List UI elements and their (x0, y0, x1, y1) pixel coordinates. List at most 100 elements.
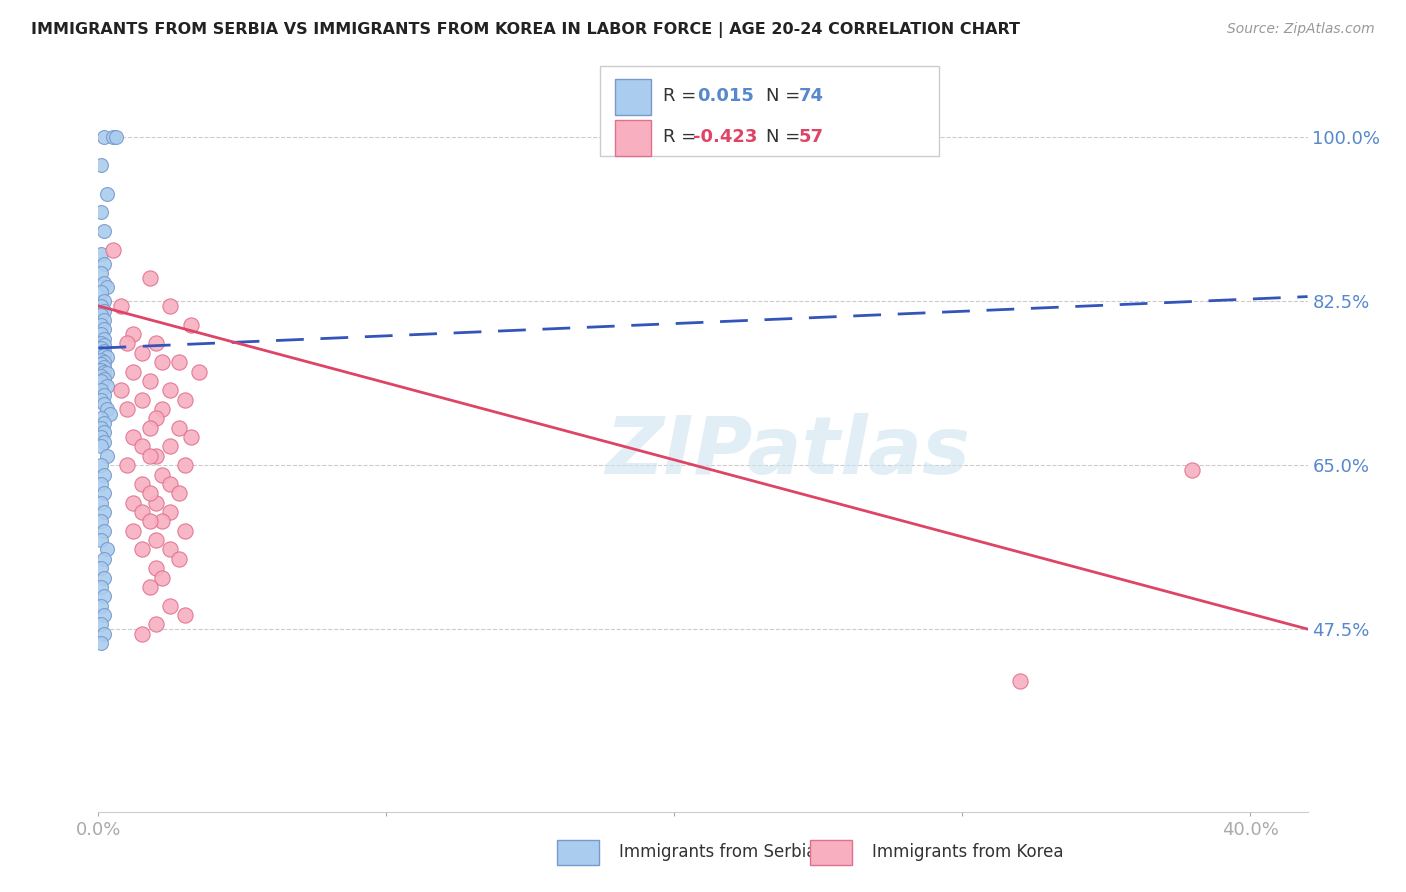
Point (131, 626, 153, 640)
Point (150, 467, 173, 482)
Point (93, 571, 115, 585)
Point (93, 303, 115, 318)
Point (131, 439, 153, 453)
Point (131, 505, 153, 519)
Point (122, 496, 145, 510)
Point (90, 341, 112, 355)
Point (96, 280, 118, 294)
Point (167, 355, 190, 369)
Text: 74: 74 (799, 87, 824, 105)
Point (90, 285, 112, 299)
Point (131, 345, 153, 359)
Point (93, 313, 115, 327)
Point (93, 365, 115, 379)
Point (93, 467, 115, 482)
Text: R =: R = (664, 87, 702, 105)
Point (167, 421, 190, 435)
Point (90, 362, 112, 376)
Point (122, 326, 145, 341)
Bar (614, 120, 651, 156)
Point (93, 505, 115, 519)
Point (93, 434, 115, 449)
Point (90, 421, 112, 435)
Point (90, 247, 112, 261)
Point (96, 449, 118, 463)
Point (93, 355, 115, 369)
Point (159, 384, 181, 398)
Point (90, 599, 112, 613)
Point (115, 336, 138, 351)
Point (90, 580, 112, 594)
Text: Immigrants from Serbia: Immigrants from Serbia (619, 843, 815, 861)
Point (96, 186, 118, 201)
Point (180, 318, 202, 332)
Point (122, 365, 145, 379)
Point (93, 590, 115, 604)
Point (93, 343, 115, 358)
Text: ZIPatlas: ZIPatlas (605, 413, 970, 491)
Point (167, 551, 190, 566)
Point (145, 533, 167, 547)
Point (96, 378, 118, 392)
Point (139, 449, 162, 463)
Point (90, 476, 112, 491)
Point (145, 336, 167, 351)
Text: 0.015: 0.015 (697, 87, 754, 105)
Text: 57: 57 (799, 128, 824, 146)
Point (93, 486, 115, 500)
Point (93, 130, 115, 145)
Bar (557, 840, 599, 865)
Point (90, 369, 112, 384)
Point (93, 224, 115, 238)
Point (122, 524, 145, 538)
Point (150, 514, 173, 528)
Point (90, 636, 112, 650)
Point (145, 449, 167, 463)
Point (159, 476, 181, 491)
Point (93, 388, 115, 402)
Point (131, 476, 153, 491)
Point (159, 505, 181, 519)
Point (90, 514, 112, 528)
Point (96, 542, 118, 557)
Text: N =: N = (766, 87, 806, 105)
Point (93, 397, 115, 411)
Point (90, 159, 112, 173)
Point (180, 430, 202, 444)
Point (173, 524, 195, 538)
Text: Immigrants from Korea: Immigrants from Korea (872, 843, 1063, 861)
Point (159, 299, 181, 313)
Point (93, 359, 115, 374)
Point (104, 130, 127, 145)
Point (90, 205, 112, 219)
Text: -0.423: -0.423 (693, 128, 758, 146)
Point (93, 416, 115, 430)
Point (139, 486, 162, 500)
Point (90, 411, 112, 425)
Point (90, 439, 112, 453)
Point (93, 276, 115, 290)
Point (159, 439, 181, 453)
Point (159, 542, 181, 557)
Point (90, 384, 112, 398)
Bar (810, 840, 852, 865)
Point (131, 392, 153, 407)
Point (1008, 673, 1031, 688)
Point (145, 496, 167, 510)
Point (115, 401, 138, 416)
Point (101, 243, 124, 257)
Point (90, 299, 112, 313)
Point (90, 357, 112, 371)
Point (131, 542, 153, 557)
Point (139, 271, 162, 285)
Point (150, 571, 173, 585)
Point (90, 336, 112, 351)
Point (93, 551, 115, 566)
Point (139, 374, 162, 388)
Point (150, 401, 173, 416)
Point (90, 374, 112, 388)
Point (93, 425, 115, 440)
Point (110, 299, 132, 313)
Point (145, 617, 167, 632)
Point (90, 458, 112, 473)
